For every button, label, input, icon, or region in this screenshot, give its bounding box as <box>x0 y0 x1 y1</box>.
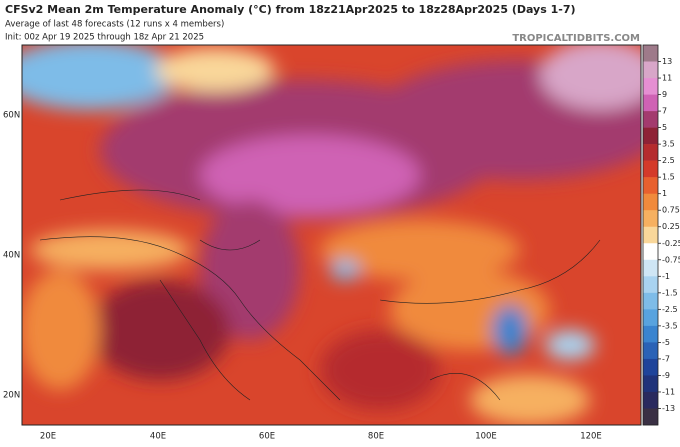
colorbar-swatch <box>643 144 658 161</box>
title: CFSv2 Mean 2m Temperature Anomaly (°C) f… <box>5 3 576 16</box>
colorbar-swatch <box>643 342 658 360</box>
colorbar-swatch <box>643 111 658 128</box>
latitude-label: 60N <box>3 111 20 121</box>
colorbar-swatch <box>643 408 658 426</box>
colorbar-swatch <box>643 375 658 393</box>
colorbar-label: -13 <box>662 404 675 413</box>
colorbar-label: -11 <box>662 387 675 396</box>
colorbar-label: -0.75 <box>662 255 680 264</box>
colorbar-label: -3.5 <box>662 321 678 330</box>
colorbar-swatch <box>643 292 658 310</box>
map-frame <box>21 44 642 426</box>
longitude-label: 120E <box>580 432 602 442</box>
colorbar-swatch <box>643 358 658 376</box>
latitude-label: 20N <box>3 391 20 401</box>
colorbar-label: 5 <box>662 123 667 132</box>
colorbar-swatch <box>643 127 658 145</box>
longitude-label: 80E <box>368 432 384 442</box>
colorbar-swatch <box>643 177 658 194</box>
colorbar-label: -7 <box>662 354 670 363</box>
source: TROPICALTIDBITS.COM <box>512 33 640 44</box>
colorbar-swatch <box>643 226 658 244</box>
colorbar-swatch <box>643 325 658 343</box>
init-time: Init: 00z Apr 19 2025 through 18z Apr 21… <box>5 33 204 43</box>
colorbar-label: 0.25 <box>662 222 680 231</box>
colorbar-swatch <box>643 61 658 79</box>
colorbar-label: -0.25 <box>662 239 680 248</box>
colorbar-swatch <box>643 276 658 294</box>
colorbar-label: 3.5 <box>662 140 675 149</box>
longitude-label: 60E <box>259 432 275 442</box>
colorbar-swatch <box>643 259 658 277</box>
longitude-label: 40E <box>150 432 166 442</box>
colorbar-swatch <box>643 309 658 327</box>
colorbar-swatch <box>643 78 658 95</box>
colorbar-label: 7 <box>662 107 667 116</box>
longitude-label: 100E <box>475 432 497 442</box>
colorbar-swatch <box>643 210 658 228</box>
colorbar-label: -1 <box>662 272 670 281</box>
anomaly-map <box>22 45 641 425</box>
longitude-label: 20E <box>40 432 56 442</box>
colorbar-label: 1 <box>662 189 667 198</box>
colorbar-label: 1.5 <box>662 173 675 182</box>
colorbar-label: 2.5 <box>662 156 675 165</box>
colorbar-label: -5 <box>662 338 670 347</box>
colorbar-frame <box>642 44 659 426</box>
colorbar-label: -1.5 <box>662 288 678 297</box>
colorbar-swatch <box>643 243 658 261</box>
latitude-label: 40N <box>3 251 20 261</box>
graticule-labels: 60N 40N 20N 20E 40E 60E 80E 100E 120E <box>3 111 602 442</box>
colorbar-swatch <box>643 94 658 112</box>
colorbar-label: -2.5 <box>662 305 678 314</box>
colorbar-label: 13 <box>662 57 672 66</box>
colorbar-swatch <box>643 193 658 211</box>
colorbar-swatch <box>643 160 658 178</box>
colorbar-swatch <box>643 391 658 409</box>
colorbar-label: 11 <box>662 74 672 83</box>
colorbar-label: -9 <box>662 371 670 380</box>
colorbar-label: 9 <box>662 90 667 99</box>
colorbar-swatch <box>643 45 658 62</box>
coastline <box>39 189 601 401</box>
colorbar: 13 11 9 7 5 3.5 2.5 1.5 1 0.75 0.25 -0.25 -0.75 -1 -1.… <box>642 44 680 426</box>
subtitle: Average of last 48 forecasts (12 runs x … <box>5 20 224 30</box>
colorbar-label: 0.75 <box>662 206 680 215</box>
